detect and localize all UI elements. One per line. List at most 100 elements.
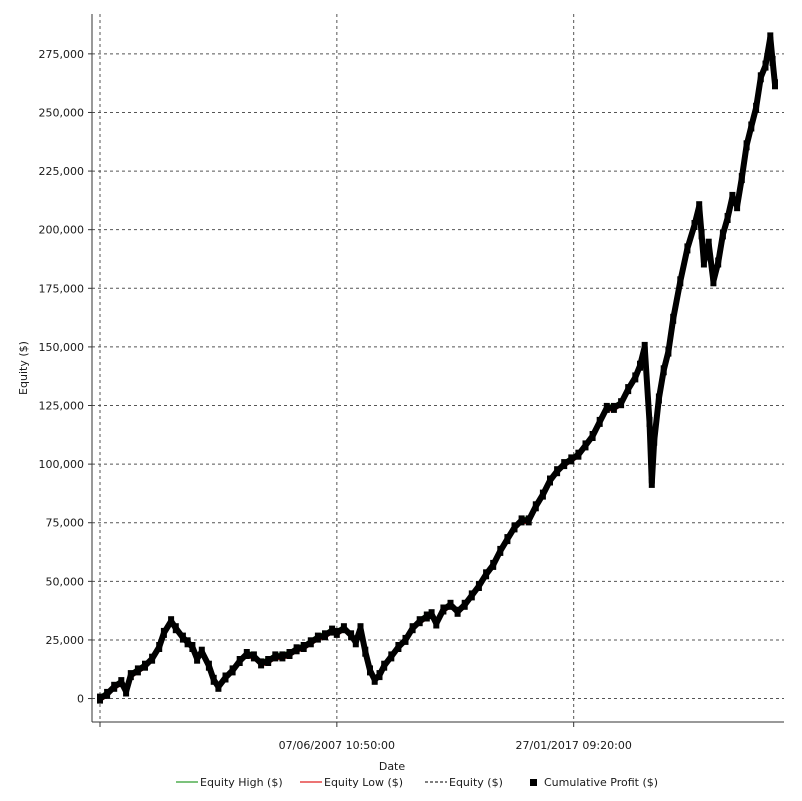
y-tick-label: 175,000 (39, 282, 85, 295)
cumulative-profit-point (222, 672, 229, 683)
cumulative-profit-point (352, 637, 359, 648)
x-tick-label: 07/06/2007 10:50:00 (279, 739, 395, 752)
cumulative-profit-point (250, 651, 257, 662)
cumulative-profit-point (189, 642, 196, 652)
cumulative-profit-point (314, 632, 321, 643)
cumulative-profit-point (156, 642, 163, 652)
cumulative-profit-point (97, 693, 103, 704)
cumulative-profit-point (525, 515, 532, 526)
cumulative-profit-point (333, 627, 340, 638)
cumulative-profit-point (172, 623, 179, 634)
y-tick-label: 150,000 (39, 341, 85, 354)
cumulative-profit-point (329, 625, 336, 636)
cumulative-profit-point (367, 665, 373, 676)
cumulative-profit-point (210, 674, 217, 685)
cumulative-profit-point (447, 599, 454, 610)
cumulative-profit-point (772, 79, 778, 90)
cumulative-profit-point (134, 665, 141, 676)
cumulative-profit-point (719, 229, 726, 240)
cumulative-profit-point (160, 627, 167, 638)
cumulative-profit-point (168, 616, 175, 627)
cumulative-profit-point (632, 372, 639, 383)
cumulative-profit-point (734, 201, 741, 212)
cumulative-profit-point (651, 435, 658, 446)
cumulative-profit-point (589, 431, 596, 441)
legend-label: Equity ($) (449, 776, 503, 789)
cumulative-profit-point (539, 489, 546, 500)
x-tick-layer: 07/06/2007 10:50:00 27/01/2017 09:20:00 (99, 722, 632, 752)
cumulative-profit-point (762, 60, 769, 71)
y-tick-label: 50,000 (46, 575, 85, 588)
cumulative-profit-point (743, 140, 750, 151)
cumulative-profit-point (646, 416, 653, 427)
cumulative-profit-point (700, 257, 707, 268)
cumulative-profit-point (381, 660, 388, 671)
cumulative-profit-point (433, 618, 440, 629)
legend-label: Cumulative Profit ($) (544, 776, 658, 789)
cumulative-profit-point (582, 440, 589, 451)
cumulative-profit-point (757, 72, 764, 83)
y-tick-label: 250,000 (39, 106, 85, 119)
cumulative-profit-point (547, 475, 553, 486)
cumulative-profit-point (568, 454, 575, 465)
y-tick-label: 275,000 (39, 48, 85, 61)
cumulative-profit-point (596, 416, 603, 427)
cumulative-profit-point (272, 651, 279, 662)
cumulative-profit-point (618, 398, 625, 409)
cumulative-profit-point (362, 646, 369, 657)
cumulative-profit-point (738, 173, 745, 184)
cumulative-profit-point (340, 623, 347, 634)
cumulative-profit-point (677, 276, 684, 287)
cumulative-profit-point (684, 243, 691, 254)
y-tick-label: 0 (77, 693, 84, 706)
cumulative-profit-point (184, 637, 191, 648)
cumulative-profit-point (371, 674, 378, 685)
cumulative-profit-point (532, 501, 539, 512)
cumulative-profit-point (127, 670, 134, 681)
cumulative-profit-point (149, 653, 156, 664)
cumulative-profit-point (229, 665, 236, 676)
cumulative-profit-point (641, 341, 648, 352)
cumulative-profit-point (561, 459, 568, 470)
cumulative-profit-point (710, 276, 717, 287)
cumulative-profit-point (402, 634, 409, 645)
cumulative-profit-point (194, 653, 201, 664)
cumulative-profit-point (307, 637, 314, 648)
cumulative-profit-point (670, 313, 677, 324)
cumulative-profit-point (729, 191, 736, 202)
cumulative-profit-point (111, 681, 118, 692)
cumulative-profit-point (423, 611, 430, 622)
cumulative-profit-point (179, 632, 186, 643)
cumulative-profit-point (511, 522, 518, 533)
cumulative-profit-point (490, 559, 497, 570)
cumulative-profit-point (428, 609, 435, 620)
cumulative-profit-point (603, 402, 610, 413)
cumulative-profit-point (215, 681, 222, 692)
cumulative-profit-point (625, 384, 632, 395)
cumulative-profit-point (395, 642, 402, 652)
cumulative-profit-point (769, 55, 776, 66)
y-tick-layer: 0 25,000 50,000 75,000 100,000 125,000 150,000… (39, 48, 92, 706)
cumulative-profit-point (648, 477, 655, 488)
cumulative-profit-point (243, 649, 250, 659)
y-tick-label: 125,000 (39, 400, 85, 413)
cumulative-profit-point (123, 686, 130, 697)
cumulative-profit-point (575, 449, 582, 460)
cumulative-profit-point (748, 121, 755, 132)
cumulative-profit-point (348, 630, 355, 641)
cumulative-profit-point (409, 623, 416, 634)
cumulative-profit-point (118, 677, 125, 688)
cumulative-profit-point (724, 213, 731, 223)
cumulative-profit-point (104, 688, 111, 699)
cumulative-profit-point (691, 220, 698, 230)
legend-swatch (530, 779, 537, 786)
cumulative-profit-point (705, 238, 712, 249)
cumulative-profit-point (665, 346, 672, 357)
cumulative-profit-point (205, 660, 212, 671)
cumulative-profit-point (198, 646, 205, 657)
series-cumulative-profit-line (98, 34, 778, 702)
cumulative-profit-point (279, 651, 286, 662)
cumulative-profit-point (322, 630, 328, 641)
